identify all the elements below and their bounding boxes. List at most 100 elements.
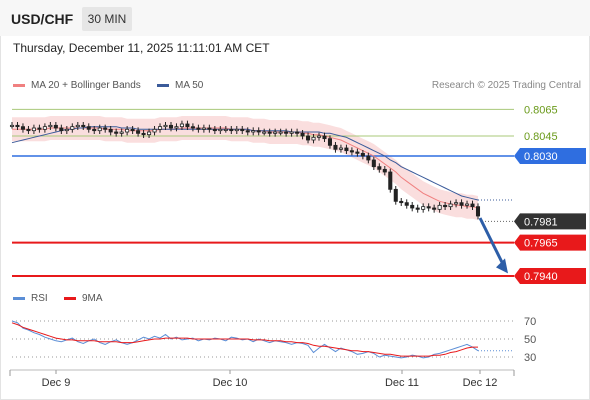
candle-body bbox=[475, 206, 481, 217]
candle-body bbox=[168, 124, 174, 129]
candle-body bbox=[53, 124, 58, 129]
candle-body bbox=[179, 123, 184, 128]
x-tick-label: Dec 11 bbox=[385, 377, 419, 389]
candle-body bbox=[262, 131, 267, 134]
rsi-tick-30: 30 bbox=[524, 352, 536, 364]
candle-body bbox=[371, 159, 376, 168]
candle-body bbox=[64, 128, 69, 132]
legend-9ma: 9MA bbox=[64, 293, 103, 304]
legend-rsi-label: RSI bbox=[31, 293, 48, 304]
candle-body bbox=[185, 123, 190, 128]
candle-body bbox=[459, 202, 464, 206]
timestamp: Thursday, December 11, 2025 11:11:01 AM … bbox=[13, 41, 270, 55]
rsi-tick-50: 50 bbox=[524, 334, 536, 346]
candle-body bbox=[322, 135, 327, 140]
candle-body bbox=[157, 126, 163, 130]
legend-9ma-swatch bbox=[64, 296, 76, 300]
candle-body bbox=[190, 126, 195, 129]
level-label-0.8030: 0.8030 bbox=[524, 151, 558, 163]
legend-ma50: MA 50 bbox=[157, 80, 203, 91]
candle-body bbox=[377, 166, 382, 170]
candle-body bbox=[327, 138, 333, 146]
level-label-0.8045: 0.8045 bbox=[524, 131, 558, 143]
candle-body bbox=[300, 132, 305, 137]
candle-body bbox=[366, 155, 371, 161]
candle-body bbox=[174, 126, 179, 129]
legend-ma50-swatch bbox=[157, 83, 169, 87]
legend-9ma-label: 9MA bbox=[82, 293, 103, 304]
candle-body bbox=[306, 135, 311, 141]
level-label-0.8065: 0.8065 bbox=[524, 104, 558, 116]
candle-body bbox=[448, 203, 453, 208]
level-box-0.7965 bbox=[514, 234, 586, 251]
candle-body bbox=[229, 128, 234, 132]
candle-body bbox=[125, 128, 130, 133]
level-label-0.7981: 0.7981 bbox=[524, 216, 558, 228]
candle-body bbox=[48, 124, 53, 128]
candle-body bbox=[465, 203, 470, 206]
candle-body bbox=[355, 151, 360, 154]
x-tick-label: Dec 9 bbox=[42, 377, 71, 389]
candle-body bbox=[70, 126, 75, 130]
level-box-0.7981 bbox=[514, 213, 586, 230]
candle-body bbox=[223, 128, 228, 131]
candle-body bbox=[410, 204, 415, 209]
candle-body bbox=[245, 130, 250, 133]
candle-body bbox=[284, 131, 289, 134]
candle-body bbox=[251, 130, 256, 133]
candle-body bbox=[42, 126, 47, 130]
legend-ma20-swatch bbox=[13, 83, 25, 87]
candle-body bbox=[295, 131, 300, 134]
candle-body bbox=[289, 131, 294, 134]
forecast-arrow-head bbox=[496, 258, 508, 274]
candle-body bbox=[196, 127, 201, 130]
credit: Research © 2025 Trading Central bbox=[431, 80, 581, 91]
candle-body bbox=[437, 204, 442, 210]
candle-body bbox=[97, 127, 102, 132]
candle-body bbox=[86, 126, 91, 130]
candle-body bbox=[130, 128, 135, 132]
candle-body bbox=[75, 124, 80, 128]
timeframe-button[interactable]: 30 MIN bbox=[82, 7, 132, 31]
candle-body bbox=[240, 128, 245, 132]
candle-body bbox=[37, 127, 42, 130]
candle-body bbox=[108, 128, 113, 133]
candle-body bbox=[218, 128, 223, 132]
candle-body bbox=[15, 124, 20, 128]
candle-body bbox=[388, 171, 393, 190]
candle-body bbox=[234, 128, 239, 132]
candle-body bbox=[311, 136, 316, 141]
symbol-title: USD/CHF bbox=[11, 11, 74, 27]
candle-body bbox=[114, 131, 119, 134]
candle-body bbox=[338, 147, 343, 150]
rsi-ma9-line bbox=[11, 322, 478, 357]
candle-body bbox=[163, 124, 168, 128]
candle-body bbox=[212, 128, 217, 132]
candle-body bbox=[333, 144, 338, 150]
candle-body bbox=[349, 150, 354, 153]
candle-body bbox=[399, 200, 404, 204]
candle-body bbox=[136, 130, 141, 134]
candle-body bbox=[454, 202, 459, 205]
candle-body bbox=[443, 204, 448, 208]
candle-body bbox=[152, 128, 157, 133]
candle-body bbox=[141, 132, 146, 136]
candle-body bbox=[26, 128, 31, 132]
candle-body bbox=[426, 206, 431, 209]
candle-body bbox=[432, 207, 437, 210]
candle-body bbox=[92, 128, 97, 132]
level-box-0.8030 bbox=[514, 148, 586, 164]
forecast-arrow-shaft bbox=[478, 217, 506, 268]
legend-rsi-swatch bbox=[13, 296, 25, 300]
candle-body bbox=[404, 202, 409, 206]
candle-body bbox=[267, 131, 272, 134]
legend-ma50-label: MA 50 bbox=[175, 80, 204, 91]
level-box-0.7940 bbox=[514, 268, 586, 284]
level-label-0.7940: 0.7940 bbox=[524, 271, 558, 283]
candle-body bbox=[360, 152, 365, 157]
candle-body bbox=[382, 168, 387, 173]
candle-body bbox=[59, 127, 64, 132]
candle-body bbox=[20, 126, 25, 130]
level-label-0.7965: 0.7965 bbox=[524, 238, 558, 250]
candle-body bbox=[278, 131, 283, 134]
